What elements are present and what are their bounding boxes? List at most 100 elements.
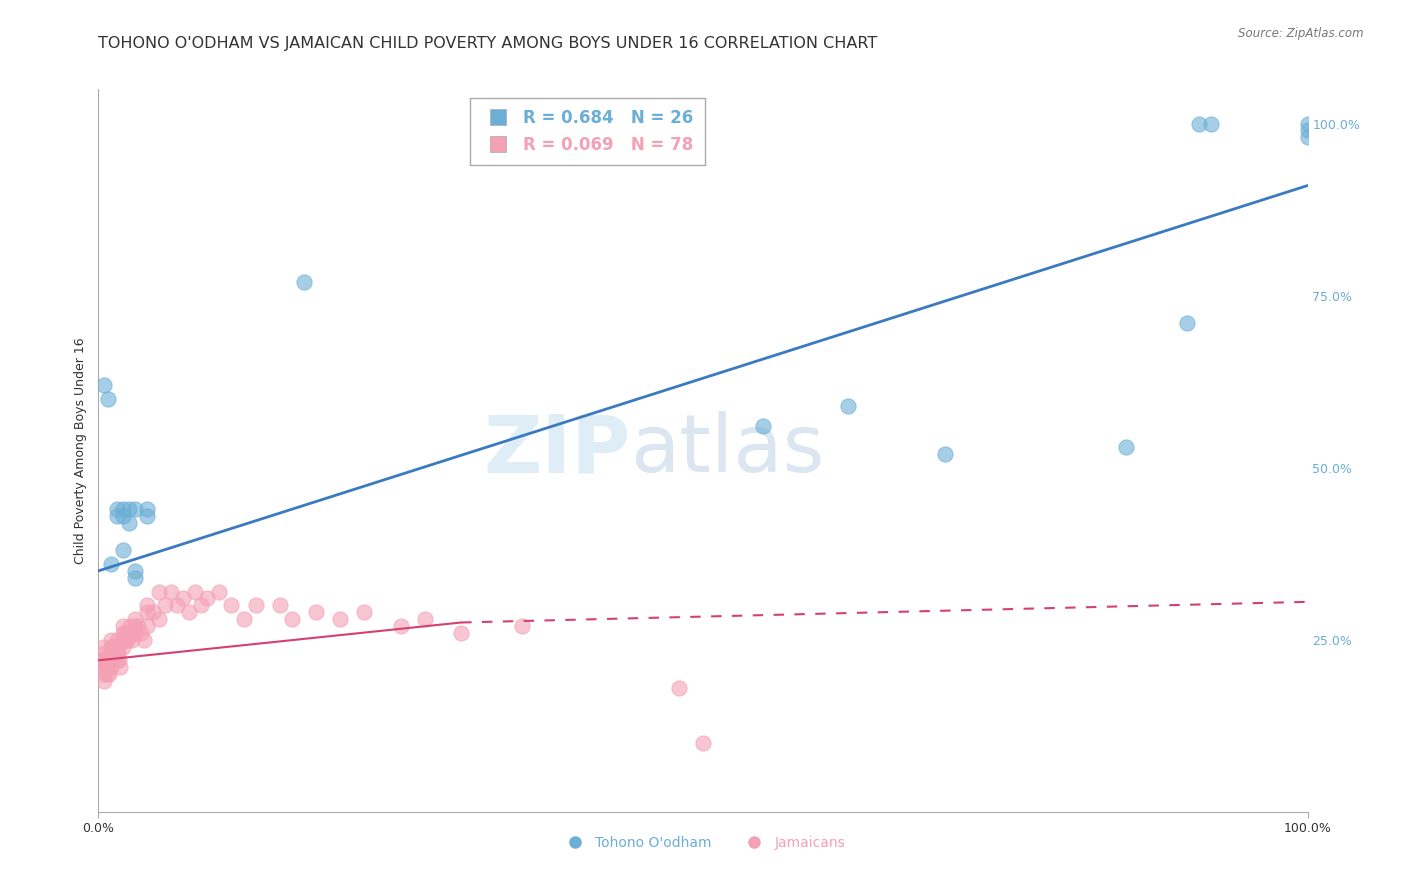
Point [752, 419, 775, 434]
Point [166, 599, 188, 613]
Point [160, 584, 183, 599]
Point [93, 673, 115, 688]
Point [135, 599, 157, 613]
Point [111, 543, 134, 558]
Point [221, 599, 243, 613]
Point [1296, 117, 1319, 131]
Point [114, 625, 136, 640]
Point [100, 640, 122, 654]
Point [148, 612, 170, 626]
Point [153, 599, 176, 613]
Point [135, 605, 157, 619]
Point [668, 681, 690, 695]
Point [232, 612, 254, 626]
Text: TOHONO O'ODHAM VS JAMAICAN CHILD POVERTY AMONG BOYS UNDER 16 CORRELATION CHART: TOHONO O'ODHAM VS JAMAICAN CHILD POVERTY… [98, 36, 877, 51]
Point [134, 632, 156, 647]
Point [117, 632, 139, 647]
Point [93, 667, 115, 681]
Point [105, 502, 128, 516]
Point [98, 653, 121, 667]
Point [105, 647, 128, 661]
Point [91, 640, 114, 654]
Point [100, 632, 122, 647]
Point [118, 516, 141, 530]
Point [450, 625, 472, 640]
Point [103, 647, 125, 661]
Point [1296, 130, 1319, 145]
Legend: Tohono O'odham, Jamaicans: Tohono O'odham, Jamaicans [555, 830, 851, 855]
Point [121, 625, 143, 640]
Point [105, 640, 128, 654]
Point [934, 447, 956, 461]
Point [124, 564, 146, 578]
Point [124, 612, 146, 626]
Point [837, 399, 859, 413]
Point [124, 619, 146, 633]
Point [135, 502, 157, 516]
Point [413, 612, 436, 626]
Point [269, 599, 291, 613]
Point [129, 625, 152, 640]
Point [118, 619, 141, 633]
Point [94, 653, 117, 667]
Point [1296, 123, 1319, 137]
Point [93, 378, 115, 392]
Point [108, 653, 131, 667]
Point [111, 625, 134, 640]
Point [91, 653, 114, 667]
Point [124, 625, 146, 640]
Point [208, 584, 231, 599]
Point [692, 736, 714, 750]
Point [190, 599, 212, 613]
Point [124, 502, 146, 516]
Point [105, 653, 128, 667]
Point [1115, 440, 1137, 454]
Point [135, 508, 157, 523]
Point [142, 605, 165, 619]
Point [97, 392, 120, 406]
Point [124, 571, 146, 585]
Point [389, 619, 412, 633]
Point [292, 275, 315, 289]
Point [111, 508, 134, 523]
Point [1188, 117, 1211, 131]
Point [135, 619, 157, 633]
Point [107, 640, 129, 654]
Point [305, 605, 328, 619]
Point [93, 647, 115, 661]
Text: atlas: atlas [630, 411, 825, 490]
Point [91, 653, 114, 667]
Point [118, 502, 141, 516]
Point [105, 632, 128, 647]
Point [1199, 117, 1222, 131]
Y-axis label: Child Poverty Among Boys Under 16: Child Poverty Among Boys Under 16 [75, 337, 87, 564]
Point [105, 508, 128, 523]
Point [118, 625, 141, 640]
Point [103, 640, 125, 654]
Point [111, 619, 134, 633]
Point [353, 605, 375, 619]
Point [100, 653, 122, 667]
Point [195, 591, 218, 606]
Point [245, 599, 267, 613]
Point [121, 632, 143, 647]
Point [1175, 316, 1198, 330]
Text: ZIP: ZIP [484, 411, 630, 490]
Point [111, 640, 134, 654]
Text: Source: ZipAtlas.com: Source: ZipAtlas.com [1239, 27, 1364, 40]
Point [127, 619, 149, 633]
Point [97, 653, 120, 667]
Point [100, 647, 122, 661]
Point [329, 612, 352, 626]
Point [281, 612, 304, 626]
Point [107, 647, 129, 661]
Point [184, 584, 207, 599]
Point [93, 653, 115, 667]
Point [97, 660, 120, 674]
Point [96, 660, 118, 674]
Point [111, 632, 134, 647]
Point [115, 632, 138, 647]
Point [98, 667, 121, 681]
Point [172, 591, 194, 606]
Point [101, 640, 124, 654]
